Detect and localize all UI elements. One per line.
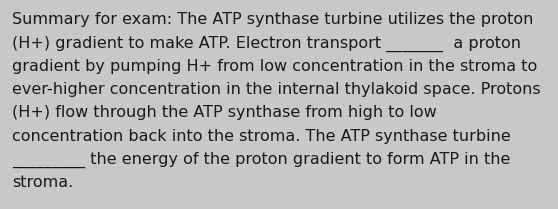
Text: (H+) flow through the ATP synthase from high to low: (H+) flow through the ATP synthase from … (12, 105, 437, 120)
Text: stroma.: stroma. (12, 175, 73, 190)
Text: Summary for exam: The ATP synthase turbine utilizes the proton: Summary for exam: The ATP synthase turbi… (12, 12, 533, 27)
Text: concentration back into the stroma. The ATP synthase turbine: concentration back into the stroma. The … (12, 129, 511, 144)
Text: (H+) gradient to make ATP. Electron transport _______  a proton: (H+) gradient to make ATP. Electron tran… (12, 35, 521, 51)
Text: ever-higher concentration in the internal thylakoid space. Protons: ever-higher concentration in the interna… (12, 82, 541, 97)
Text: gradient by pumping H+ from low concentration in the stroma to: gradient by pumping H+ from low concentr… (12, 59, 537, 74)
Text: _________ the energy of the proton gradient to form ATP in the: _________ the energy of the proton gradi… (12, 152, 511, 168)
